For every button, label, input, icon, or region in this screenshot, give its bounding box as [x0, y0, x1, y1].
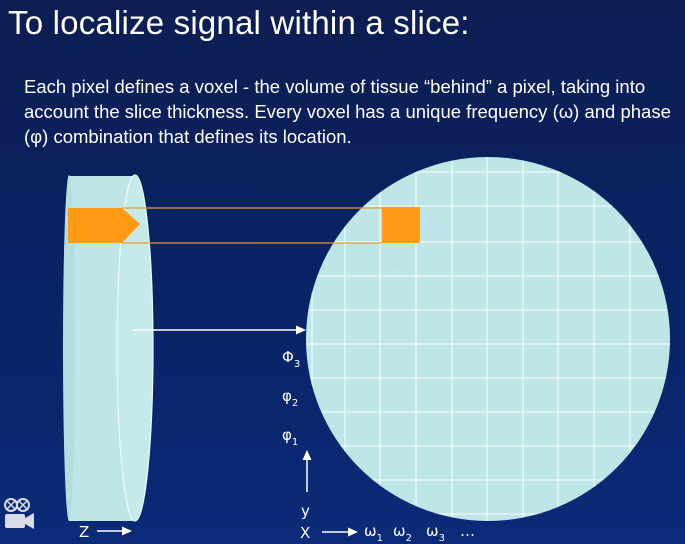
grid-voxel: [382, 207, 420, 243]
z-axis-arrow: [97, 526, 132, 536]
y-axis-arrow: [302, 450, 312, 492]
slide-title: To localize signal within a slice:: [8, 4, 470, 41]
label-phi2: φ2: [282, 387, 298, 409]
label-omega3: ω3: [426, 522, 445, 544]
label-omega2: ω2: [393, 522, 412, 544]
slice-voxel: [68, 208, 140, 243]
label-phi3: Φ3: [282, 348, 300, 370]
pixel-grid-circle: [306, 157, 670, 521]
label-omega2-voxel: ω2: [391, 254, 410, 276]
label-ellipsis: …: [460, 522, 475, 540]
slice-to-image-arrow: [133, 325, 306, 335]
label-phi7: Φ7: [426, 215, 444, 237]
label-y-axis: y: [301, 502, 310, 520]
x-axis-arrow: [322, 527, 358, 537]
slide-body-text: Each pixel defines a voxel - the volume …: [24, 76, 671, 147]
projector-icon[interactable]: [2, 496, 36, 532]
label-phi1: φ1: [282, 426, 298, 448]
label-x-axis: X: [300, 524, 310, 542]
label-omega1: ω1: [364, 522, 383, 544]
label-z-axis: Z: [79, 523, 89, 541]
